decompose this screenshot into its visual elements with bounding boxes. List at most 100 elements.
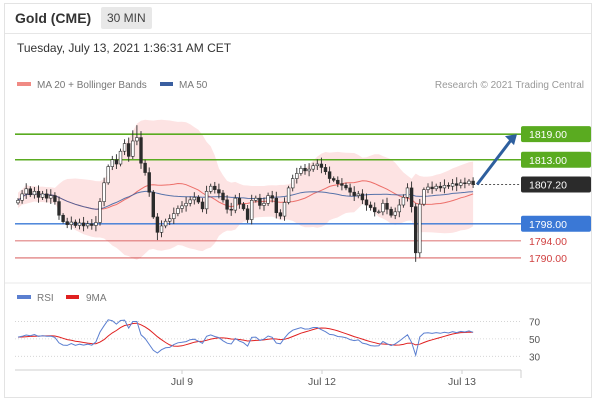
candle-body <box>184 202 188 207</box>
candle-body <box>36 191 41 198</box>
candle-body <box>303 167 307 172</box>
rsi-tick-label: 50 <box>529 335 541 346</box>
candle-body <box>372 207 377 213</box>
candle-body <box>196 197 201 203</box>
candle-body <box>135 137 139 142</box>
candle-body <box>49 195 53 199</box>
candle-body <box>401 197 406 206</box>
candle-body <box>200 201 205 210</box>
candle-body <box>245 208 250 220</box>
candle-body <box>430 186 434 190</box>
candle-body <box>233 197 237 211</box>
candle-body <box>102 182 106 202</box>
candle-body <box>356 193 360 196</box>
candle-body <box>143 162 147 173</box>
candle-body <box>110 159 115 167</box>
candle-body <box>73 221 78 226</box>
candle-body <box>20 193 24 201</box>
candle-body <box>405 187 410 198</box>
rsi-ma-legend-label: 9MA <box>86 293 107 304</box>
candle-body <box>340 183 344 186</box>
candle-body <box>413 206 418 254</box>
candle-body <box>40 193 45 198</box>
candle-body <box>155 216 160 233</box>
candle-body <box>299 167 303 174</box>
candle-body <box>336 179 340 184</box>
candle-body <box>397 204 401 213</box>
candle-body <box>381 202 385 213</box>
timeframe-badge[interactable]: 30 MIN <box>101 7 152 29</box>
candle-body <box>213 185 217 190</box>
candle-body <box>385 202 389 210</box>
candle-body <box>168 218 172 222</box>
rsi-tick-label: 30 <box>529 352 541 363</box>
minor-support-label: 1790.00 <box>529 253 567 265</box>
candle-body <box>344 185 348 189</box>
instrument-title: Gold (CME) <box>15 10 92 26</box>
candle-body <box>151 191 155 218</box>
ma20-legend-swatch <box>17 82 31 86</box>
candle-body <box>360 193 365 201</box>
candle-body <box>180 205 184 209</box>
candle-body <box>90 223 94 226</box>
current-price-box <box>521 176 591 193</box>
candle-body <box>147 172 151 193</box>
candle-body <box>250 200 254 220</box>
candle-body <box>352 191 356 196</box>
x-tick-label: Jul 9 <box>171 376 193 388</box>
candle-body <box>65 221 69 225</box>
candle-body <box>176 208 180 214</box>
candle-body <box>266 195 270 204</box>
candle-body <box>221 192 225 201</box>
candle-body <box>467 180 471 184</box>
candle-body <box>139 137 143 164</box>
candle-body <box>450 183 455 187</box>
support-label-box <box>521 215 591 232</box>
candle-body <box>94 222 98 226</box>
candle-body <box>295 173 299 179</box>
candle-body <box>409 187 414 208</box>
candle-body <box>348 187 352 193</box>
candle-body <box>61 214 65 222</box>
x-tick-label: Jul 13 <box>448 376 476 388</box>
candle-body <box>106 166 110 184</box>
candle-body <box>217 189 221 194</box>
candle-body <box>241 203 246 210</box>
candle-body <box>172 213 176 219</box>
candle-body <box>192 197 196 201</box>
ma50-legend-swatch <box>160 82 173 86</box>
rsi-tick-label: 70 <box>529 317 541 328</box>
candle-body <box>163 220 168 227</box>
candle-body <box>57 201 61 216</box>
candle-body <box>131 140 135 157</box>
candle-body <box>307 168 311 172</box>
projection-arrow-head <box>505 134 517 146</box>
candle-body <box>327 171 332 179</box>
candle-body <box>237 197 242 205</box>
candle-body <box>286 187 291 203</box>
rsi-line <box>17 319 474 358</box>
projection-arrow-line <box>475 139 513 186</box>
credit-text: Research © 2021 Trading Central <box>435 80 584 91</box>
candle-body <box>77 222 82 226</box>
timestamp: Tuesday, July 13, 2021 1:36:31 AM CET <box>17 41 232 55</box>
candle-body <box>319 163 324 168</box>
candle-body <box>81 222 86 227</box>
candle-body <box>122 143 127 152</box>
candle-body <box>270 195 274 199</box>
candle-body <box>32 191 37 196</box>
candle-body <box>426 186 430 190</box>
candle-body <box>442 185 447 189</box>
candle-body <box>274 197 278 213</box>
rsi-legend-label: RSI <box>37 293 54 304</box>
candle-body <box>69 221 74 225</box>
candle-body <box>459 182 463 186</box>
candle-body <box>422 189 426 205</box>
candle-body <box>188 199 192 204</box>
candle-body <box>53 195 57 202</box>
header-bar: Gold (CME) 30 MIN <box>5 4 591 34</box>
x-tick-label: Jul 12 <box>308 376 336 388</box>
candle-body <box>290 178 295 189</box>
rsi-ma-line <box>17 322 474 347</box>
